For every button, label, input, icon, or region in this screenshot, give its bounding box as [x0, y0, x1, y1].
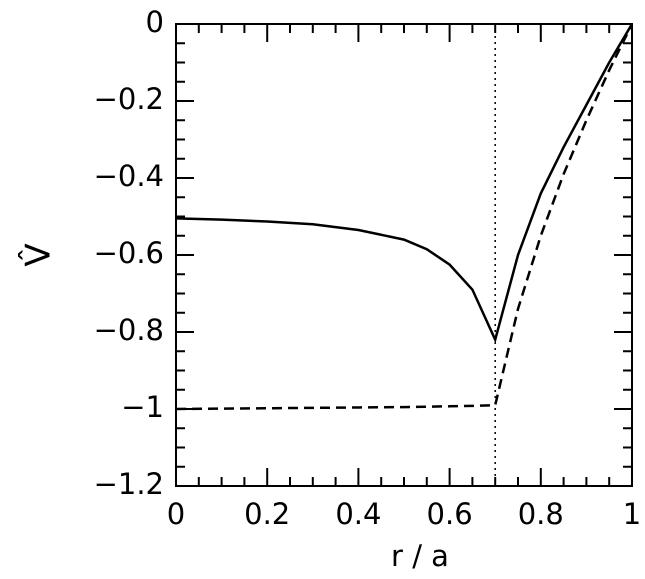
x-tick-label: 0.2 [244, 497, 290, 531]
x-tick-label: 0.6 [427, 497, 473, 531]
y-tick-label: −0.8 [94, 313, 164, 347]
plot-frame [175, 23, 633, 487]
y-tick-label: −1 [121, 390, 164, 424]
y-tick-label: 0 [146, 5, 164, 39]
series-line [175, 23, 634, 344]
y-tick-label: −0.2 [94, 82, 164, 116]
y-tick-label: −0.6 [94, 236, 164, 270]
x-tick-label: 0.4 [335, 497, 381, 531]
x-tick-label: 1 [623, 497, 641, 531]
y-tick-label: −1.2 [94, 467, 164, 501]
y-axis-label: V̂ [17, 243, 58, 266]
x-tick-label: 0 [167, 497, 185, 531]
series-line [175, 23, 634, 411]
x-axis-label: r / a [391, 539, 449, 573]
y-tick-label: −0.4 [94, 159, 164, 193]
x-tick-label: 0.8 [518, 497, 564, 531]
